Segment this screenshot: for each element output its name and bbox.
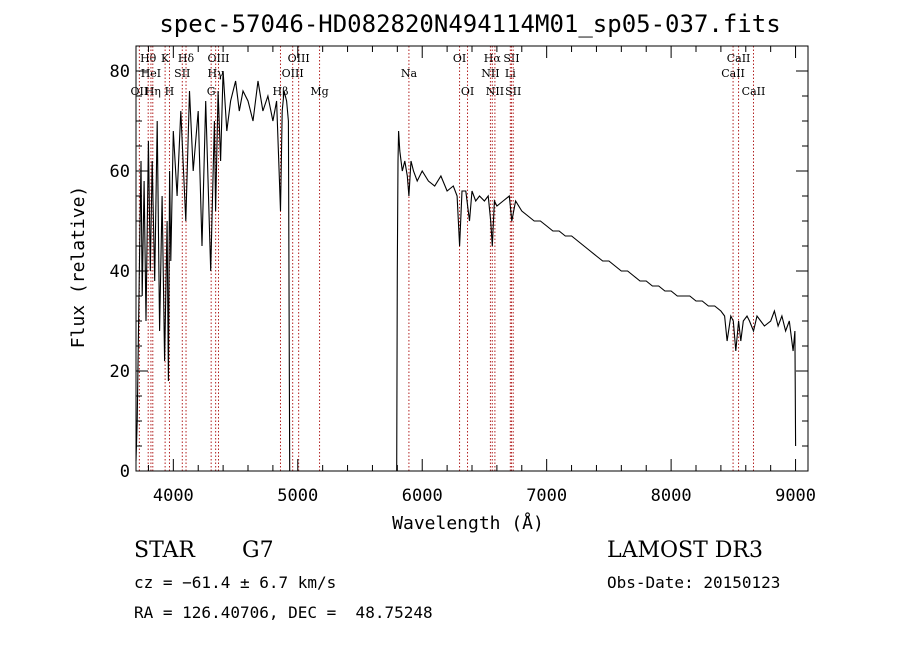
- marker-label-21: SII: [503, 52, 519, 65]
- axis-ticks: 4000 5000 6000 7000 8000 9000 0 20 40 60 80: [110, 45, 816, 506]
- marker-label-13: Hβ: [273, 85, 289, 98]
- y-tick-label-1: 20: [110, 362, 130, 382]
- marker-label-26: CaII: [742, 85, 766, 98]
- chart-title: spec-57046-HD082820N494114M01_sp05-037.f…: [159, 10, 780, 38]
- marker-label-22: Li: [505, 67, 516, 80]
- marker-label-8: OIII: [207, 52, 229, 65]
- marker-label-25: CaII: [721, 67, 745, 80]
- y-tick-label-3: 60: [110, 162, 130, 182]
- marker-label-16: OI: [453, 52, 466, 65]
- x-tick-label-5: 9000: [775, 486, 816, 506]
- obs-date-line: Obs-Date: 20150123: [607, 573, 781, 592]
- y-tick-label-0: 0: [120, 462, 130, 482]
- marker-label-15: Na: [401, 67, 418, 80]
- x-tick-label-4: 8000: [651, 486, 692, 506]
- marker-label-14: Mg: [310, 85, 328, 98]
- marker-label-20: NII: [486, 85, 504, 98]
- subclass-label: G7: [242, 538, 274, 563]
- y-tick-label-2: 40: [110, 262, 130, 282]
- marker-label-7: Hδ: [178, 52, 195, 65]
- redshift-line: cz = −61.4 ± 6.7 km/s: [134, 573, 337, 592]
- marker-label-6: H: [165, 85, 175, 98]
- survey-label: LAMOST DR3: [607, 538, 763, 563]
- marker-label-12: OIII: [282, 67, 304, 80]
- marker-label-23: SII: [505, 85, 521, 98]
- marker-label-17: OI: [461, 85, 474, 98]
- x-tick-label-0: 4000: [153, 486, 194, 506]
- marker-label-1: HeI: [141, 67, 161, 80]
- x-tick-label-3: 7000: [526, 486, 567, 506]
- marker-label-2: OII: [131, 85, 149, 98]
- marker-label-3: Hη: [145, 85, 161, 98]
- y-tick-label-4: 80: [110, 62, 130, 82]
- x-axis-label: Wavelength (Å): [392, 512, 544, 534]
- plot-frame: [135, 45, 809, 472]
- marker-label-19: NII: [481, 67, 499, 80]
- marker-label-5: SII: [174, 67, 190, 80]
- y-axis-label: Flux (relative): [68, 186, 89, 349]
- marker-label-0: Hθ: [140, 52, 157, 65]
- x-tick-label-1: 5000: [277, 486, 318, 506]
- marker-label-24: CaII: [727, 52, 751, 65]
- coordinates-line: RA = 126.40706, DEC = 48.75248: [134, 603, 433, 622]
- marker-label-18: Hα: [484, 52, 502, 65]
- spectrum-series-layer: [135, 70, 797, 472]
- marker-label-10: G: [207, 85, 216, 98]
- class-label: STAR: [134, 538, 195, 563]
- marker-label-9: Hγ: [208, 67, 225, 80]
- series-line-spectrum: [135, 70, 797, 472]
- marker-label-11: OIII: [288, 52, 310, 65]
- x-tick-label-2: 6000: [402, 486, 443, 506]
- marker-label-4: K: [161, 52, 170, 65]
